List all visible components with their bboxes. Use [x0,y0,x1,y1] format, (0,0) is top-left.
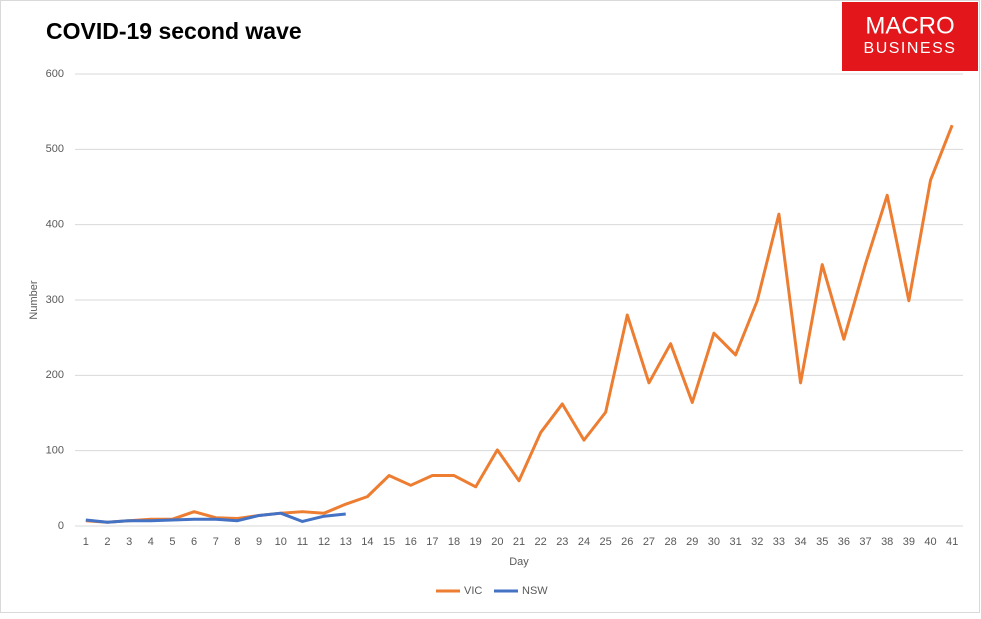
y-tick-label: 500 [46,143,64,155]
x-tick-label: 39 [903,536,915,548]
x-axis-label: Day [509,556,529,568]
x-tick-label: 20 [491,536,503,548]
x-tick-label: 29 [686,536,698,548]
x-tick-label: 10 [275,536,287,548]
x-tick-label: 4 [148,536,154,548]
logo-text: BUSINESS [864,40,957,57]
x-tick-label: 35 [816,536,828,548]
x-tick-label: 15 [383,536,395,548]
x-tick-label: 19 [470,536,482,548]
x-tick-label: 14 [361,536,373,548]
x-tick-label: 32 [751,536,763,548]
x-tick-label: 2 [104,536,110,548]
x-tick-label: 17 [426,536,438,548]
x-tick-label: 16 [405,536,417,548]
x-tick-label: 1 [83,536,89,548]
x-tick-label: 18 [448,536,460,548]
x-tick-label: 24 [578,536,590,548]
x-tick-label: 23 [556,536,568,548]
x-tick-label: 38 [881,536,893,548]
x-tick-label: 9 [256,536,262,548]
x-tick-label: 31 [729,536,741,548]
chart-title: COVID-19 second wave [46,18,302,44]
y-tick-label: 0 [58,520,64,532]
x-tick-label: 5 [169,536,175,548]
x-tick-label: 11 [297,536,308,548]
logo-text: MACRO [865,12,954,39]
x-tick-label: 8 [234,536,240,548]
legend-label: VIC [464,585,482,597]
x-tick-label: 22 [535,536,547,548]
x-tick-label: 41 [946,536,958,548]
x-tick-label: 25 [600,536,612,548]
y-axis-label: Number [28,280,40,319]
y-tick-label: 200 [46,369,64,381]
x-tick-label: 34 [794,536,806,548]
x-tick-label: 26 [621,536,633,548]
x-tick-label: 28 [664,536,676,548]
y-tick-label: 300 [46,294,64,306]
x-tick-label: 13 [340,536,352,548]
x-tick-label: 7 [213,536,219,548]
series-line [85,511,346,524]
y-tick-label: 400 [46,219,64,231]
x-tick-label: 27 [643,536,655,548]
x-tick-label: 33 [773,536,785,548]
logo-box [842,2,978,71]
x-tick-label: 6 [191,536,197,548]
series-line [85,124,954,524]
x-tick-label: 12 [318,536,330,548]
legend-label: NSW [522,585,548,597]
x-tick-label: 21 [513,536,525,548]
x-tick-label: 40 [924,536,936,548]
x-tick-label: 30 [708,536,720,548]
x-tick-label: 37 [859,536,871,548]
x-tick-label: 36 [838,536,850,548]
y-tick-label: 600 [46,68,64,80]
x-tick-label: 3 [126,536,132,548]
y-tick-label: 100 [46,445,64,457]
